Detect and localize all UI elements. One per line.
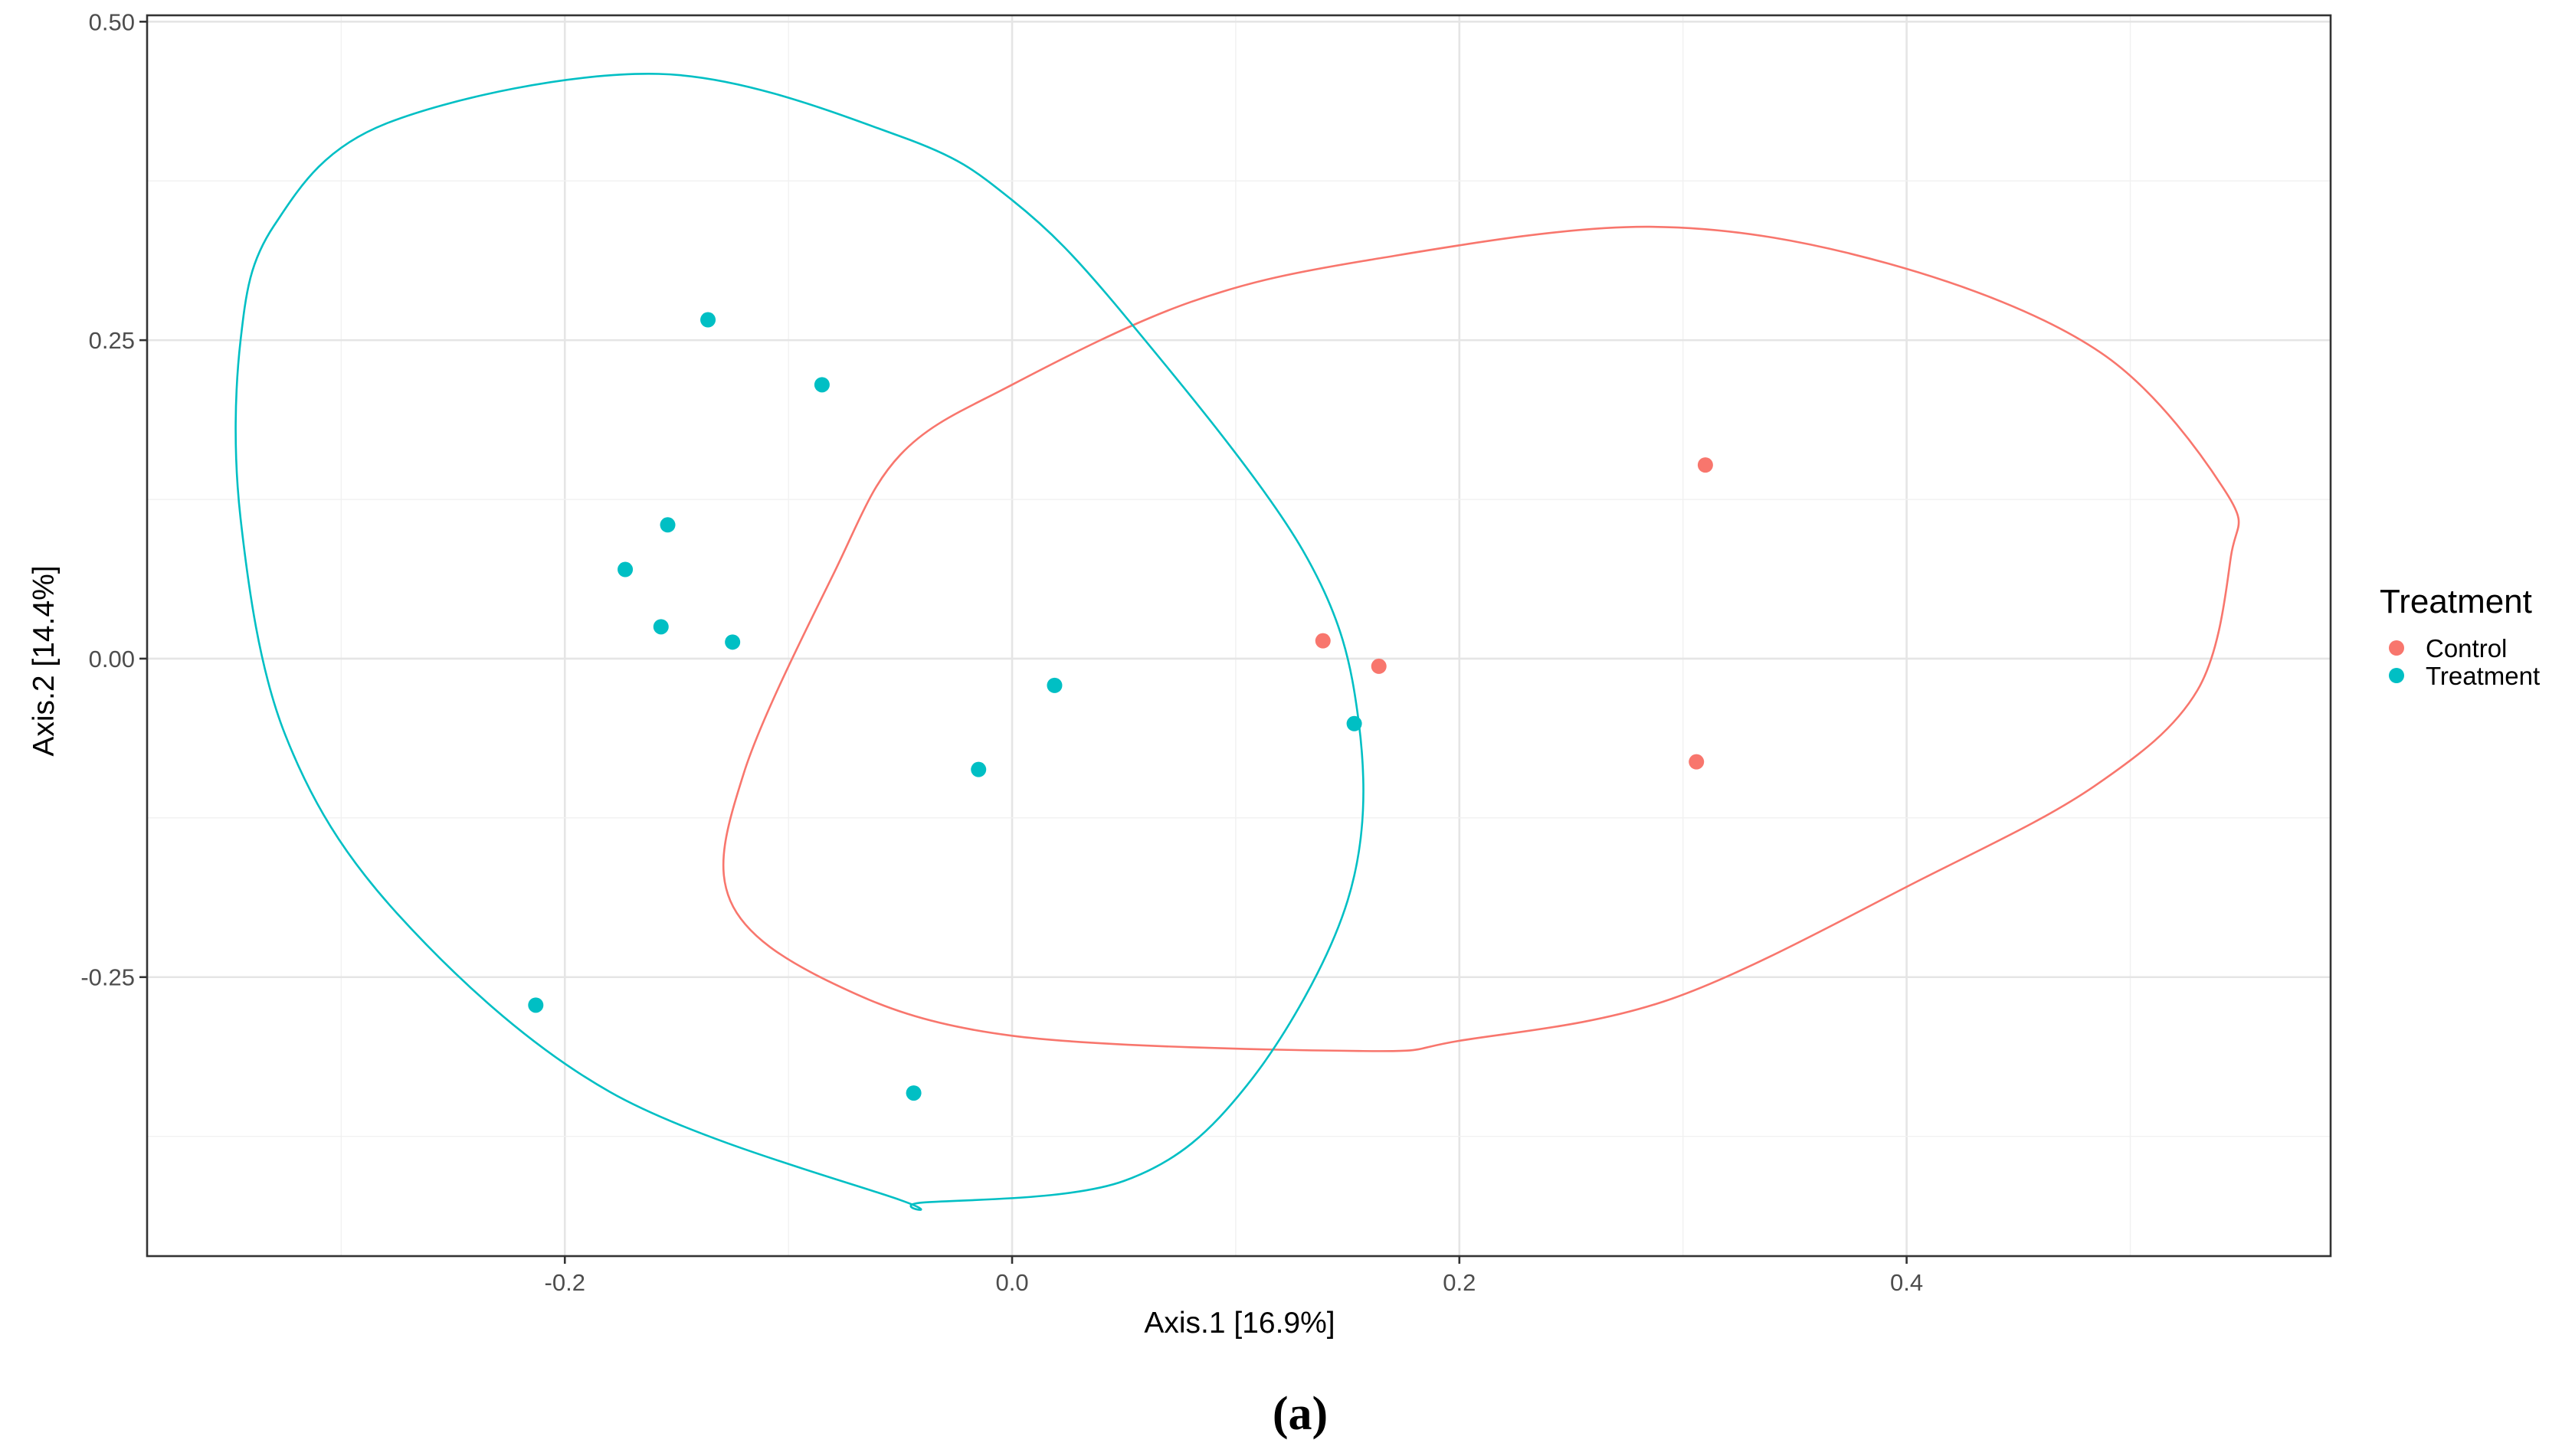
ellipse-control: [722, 225, 2240, 1052]
figure-caption: (a): [1273, 1388, 1328, 1440]
x-axis-title: Axis.1 [16.9%]: [1144, 1307, 1335, 1340]
x-tick-label: 0.2: [1443, 1269, 1476, 1296]
point-control: [1371, 658, 1387, 674]
legend-label-treatment: Treatment: [2426, 662, 2540, 690]
data-points: [528, 312, 1713, 1101]
y-tick-label: 0.25: [89, 327, 135, 354]
point-treatment: [725, 634, 741, 650]
grid-lines: [147, 15, 2331, 1256]
ellipse-treatment: [234, 73, 1365, 1211]
x-tick-label: 0.4: [1890, 1269, 1923, 1296]
legend-title: Treatment: [2380, 583, 2532, 620]
y-axis: -0.25 0.00 0.25 0.50: [80, 8, 147, 991]
point-treatment: [814, 377, 830, 393]
point-treatment: [528, 997, 544, 1013]
point-control: [1689, 754, 1705, 770]
legend-label-control: Control: [2426, 634, 2507, 663]
x-tick-label: 0.0: [995, 1269, 1028, 1296]
confidence-ellipses: [234, 73, 2240, 1211]
y-tick-label: 0.50: [89, 8, 135, 35]
y-tick-label: 0.00: [89, 646, 135, 672]
point-control: [1315, 633, 1331, 649]
legend-key-control: [2389, 640, 2404, 656]
y-tick-label: -0.25: [80, 964, 135, 991]
y-axis-title: Axis.2 [14.4%]: [28, 565, 61, 756]
point-treatment: [971, 761, 987, 777]
point-treatment: [1346, 715, 1362, 731]
x-axis: -0.2 0.0 0.2 0.4: [545, 1256, 1923, 1296]
x-tick-label: -0.2: [545, 1269, 585, 1296]
point-control: [1697, 457, 1713, 473]
point-treatment: [1047, 677, 1063, 693]
point-treatment: [618, 561, 634, 577]
point-treatment: [660, 517, 676, 533]
legend-key-treatment: [2389, 668, 2404, 683]
point-treatment: [700, 312, 716, 328]
plot-panel-border: [146, 14, 2332, 1258]
point-treatment: [906, 1085, 922, 1101]
point-treatment: [653, 619, 669, 635]
